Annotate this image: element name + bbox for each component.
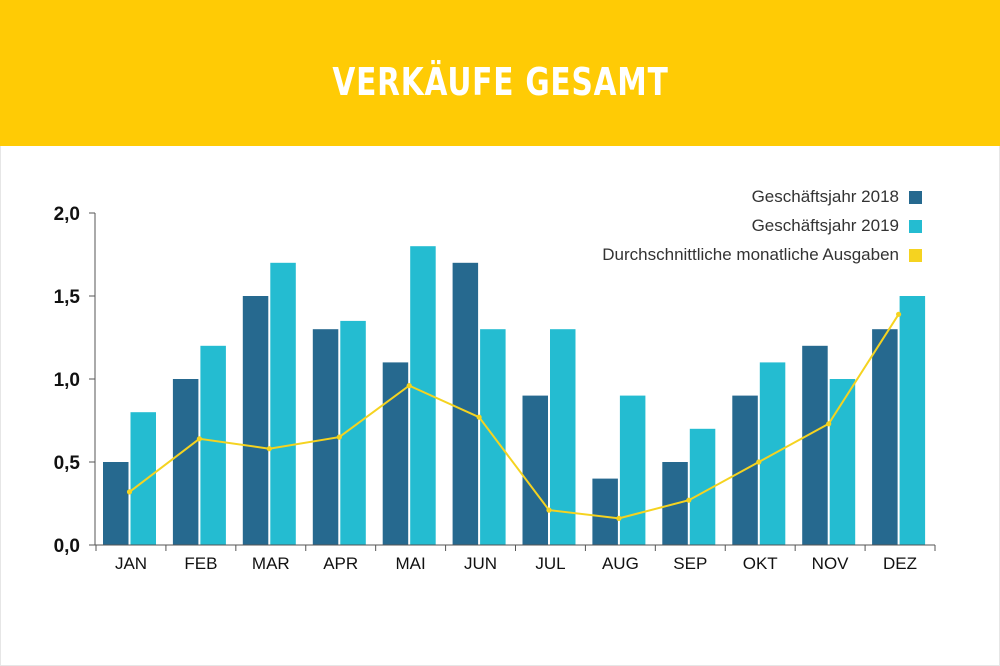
bar-dez-2018: [872, 329, 898, 545]
bar-aug-2019: [619, 395, 646, 545]
x-tick-label-apr: APR: [323, 554, 358, 573]
x-tick-label-aug: AUG: [602, 554, 639, 573]
y-tick-label: 1,0: [54, 370, 80, 391]
average-spending-line: [128, 313, 900, 520]
x-tick-label-jun: JUN: [464, 554, 497, 573]
header-banner: VERKÄUFE GESAMT: [0, 0, 1000, 146]
legend-label: Geschäftsjahr 2018: [751, 187, 899, 206]
average-point-aug: [616, 515, 622, 522]
x-tick-label-dez: DEZ: [883, 554, 917, 573]
average-point-mar: [266, 446, 272, 452]
x-tick-label-okt: OKT: [743, 554, 778, 573]
legend-swatch: [909, 219, 922, 233]
x-tick-label-nov: NOV: [812, 554, 850, 573]
bar-aug-2018: [592, 478, 618, 545]
legend-swatch: [909, 190, 922, 204]
average-point-jun: [476, 414, 482, 420]
chart-title: VERKÄUFE GESAMT: [331, 60, 669, 104]
bar-jan-2018: [103, 462, 129, 545]
x-tick-label-feb: FEB: [184, 554, 217, 573]
bar-nov-2019: [829, 379, 856, 545]
y-tick-label: 1,5: [54, 287, 81, 308]
legend-item-average: Durchschnittliche monatliche Ausgaben: [602, 245, 922, 265]
bar-nov-2018: [802, 345, 828, 545]
y-tick-label: 0,0: [54, 536, 80, 557]
legend-swatch: [909, 248, 922, 262]
average-point-feb: [196, 436, 202, 442]
bar-jul-2018: [522, 395, 548, 545]
average-point-sep: [686, 497, 692, 503]
y-tick-label: 2,0: [54, 204, 80, 225]
bar-feb-2018: [172, 379, 199, 545]
x-tick-label-mar: MAR: [252, 554, 290, 573]
average-point-nov: [826, 421, 832, 427]
x-tick-label-jul: JUL: [535, 554, 565, 573]
y-tick-label: 0,5: [54, 453, 81, 474]
average-point-jan: [126, 489, 133, 495]
bar-jan-2019: [130, 412, 156, 545]
bar-sep-2019: [689, 428, 716, 545]
average-point-okt: [756, 459, 762, 465]
bar-mar-2019: [270, 262, 296, 545]
legend-label: Durchschnittliche monatliche Ausgaben: [602, 245, 899, 264]
x-tick-label-mai: MAI: [395, 554, 425, 573]
legend-label: Geschäftsjahr 2019: [751, 216, 899, 235]
average-point-jul: [546, 507, 552, 513]
bar-mar-2018: [242, 296, 269, 545]
legend: Geschäftsjahr 2018 Geschäftsjahr 2019 Du…: [602, 187, 922, 265]
average-point-apr: [336, 434, 342, 440]
x-tick-label-jan: JAN: [115, 554, 147, 573]
average-point-dez: [896, 311, 902, 317]
legend-item-2018: Geschäftsjahr 2018: [602, 187, 922, 207]
average-point-mai: [406, 383, 412, 389]
legend-item-2019: Geschäftsjahr 2019: [602, 216, 922, 236]
bar-jul-2019: [550, 329, 576, 545]
bar-jun-2018: [452, 262, 479, 545]
bar-mai-2018: [382, 362, 409, 545]
x-tick-label-sep: SEP: [673, 554, 707, 573]
bar-dez-2019: [899, 296, 926, 545]
bar-feb-2019: [200, 345, 226, 545]
